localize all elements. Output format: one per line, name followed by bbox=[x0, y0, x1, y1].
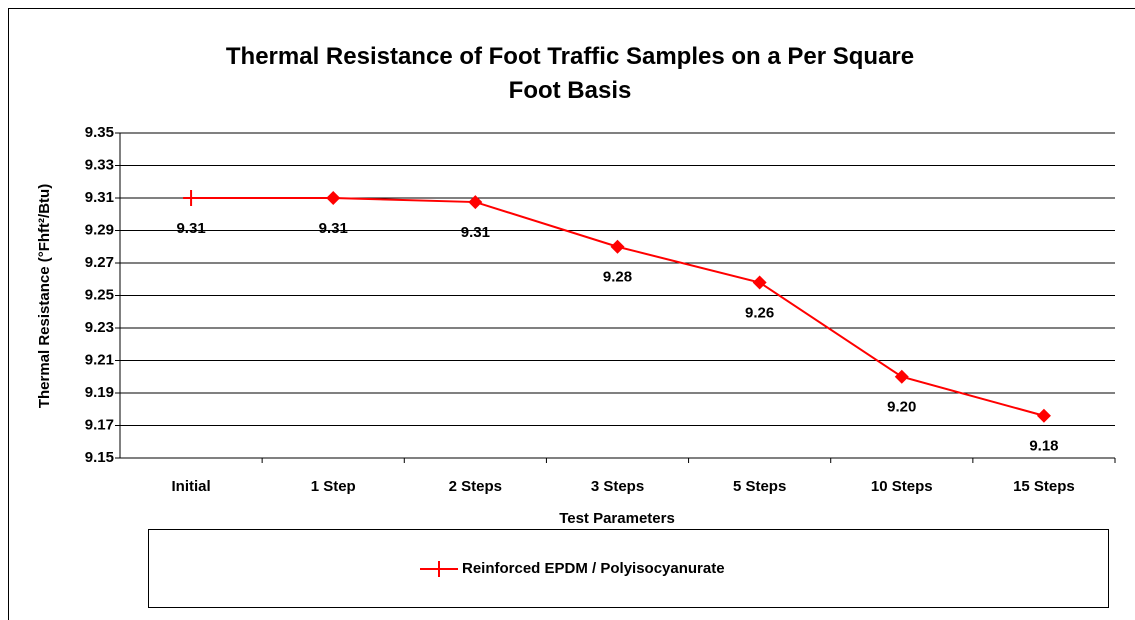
y-tick-label: 9.15 bbox=[85, 449, 114, 466]
y-tick-label: 9.23 bbox=[85, 319, 114, 336]
data-label: 9.20 bbox=[887, 399, 916, 416]
legend-marker bbox=[431, 561, 447, 577]
y-tick-label: 9.21 bbox=[85, 351, 114, 368]
marker bbox=[752, 275, 767, 290]
y-tick-label: 9.25 bbox=[85, 286, 114, 303]
x-tick-label: 3 Steps bbox=[591, 478, 644, 495]
x-axis-label: Test Parameters bbox=[559, 510, 675, 527]
data-label: 9.31 bbox=[176, 220, 205, 237]
x-tick-label: 5 Steps bbox=[733, 478, 786, 495]
x-tick-label: 2 Steps bbox=[449, 478, 502, 495]
x-tick-label: Initial bbox=[171, 478, 210, 495]
x-tick-label: 10 Steps bbox=[871, 478, 933, 495]
chart-title: Thermal Resistance of Foot Traffic Sampl… bbox=[226, 43, 914, 104]
marker bbox=[183, 190, 200, 206]
title-text: Thermal Resistance of Foot Traffic Sampl… bbox=[226, 43, 914, 70]
marker bbox=[610, 239, 625, 254]
marker bbox=[326, 191, 341, 205]
y-tick-label: 9.17 bbox=[85, 416, 114, 433]
marker bbox=[894, 369, 909, 384]
y-tick-label: 9.27 bbox=[85, 254, 114, 271]
data-label: 9.18 bbox=[1029, 438, 1058, 455]
y-tick-label: 9.33 bbox=[85, 156, 114, 173]
marker bbox=[468, 195, 483, 210]
x-tick-label: 15 Steps bbox=[1013, 478, 1075, 495]
legend-label: Reinforced EPDM / Polyisocyanurate bbox=[462, 560, 725, 577]
y-tick-label: 9.19 bbox=[85, 384, 114, 401]
y-tick-label: 9.31 bbox=[85, 189, 114, 206]
marker bbox=[1036, 408, 1051, 423]
data-label: 9.28 bbox=[603, 269, 632, 286]
data-label: 9.31 bbox=[461, 224, 490, 241]
x-tick-label: 1 Step bbox=[311, 478, 356, 495]
title-text: Foot Basis bbox=[509, 77, 632, 104]
data-label: 9.26 bbox=[745, 304, 774, 321]
y-tick-label: 9.29 bbox=[85, 221, 114, 238]
legend-box bbox=[148, 529, 1109, 608]
data-label: 9.31 bbox=[319, 220, 348, 237]
y-axis-label: Thermal Resistance (°Fhft²/Btu) bbox=[36, 184, 53, 408]
y-tick-label: 9.35 bbox=[85, 124, 114, 141]
